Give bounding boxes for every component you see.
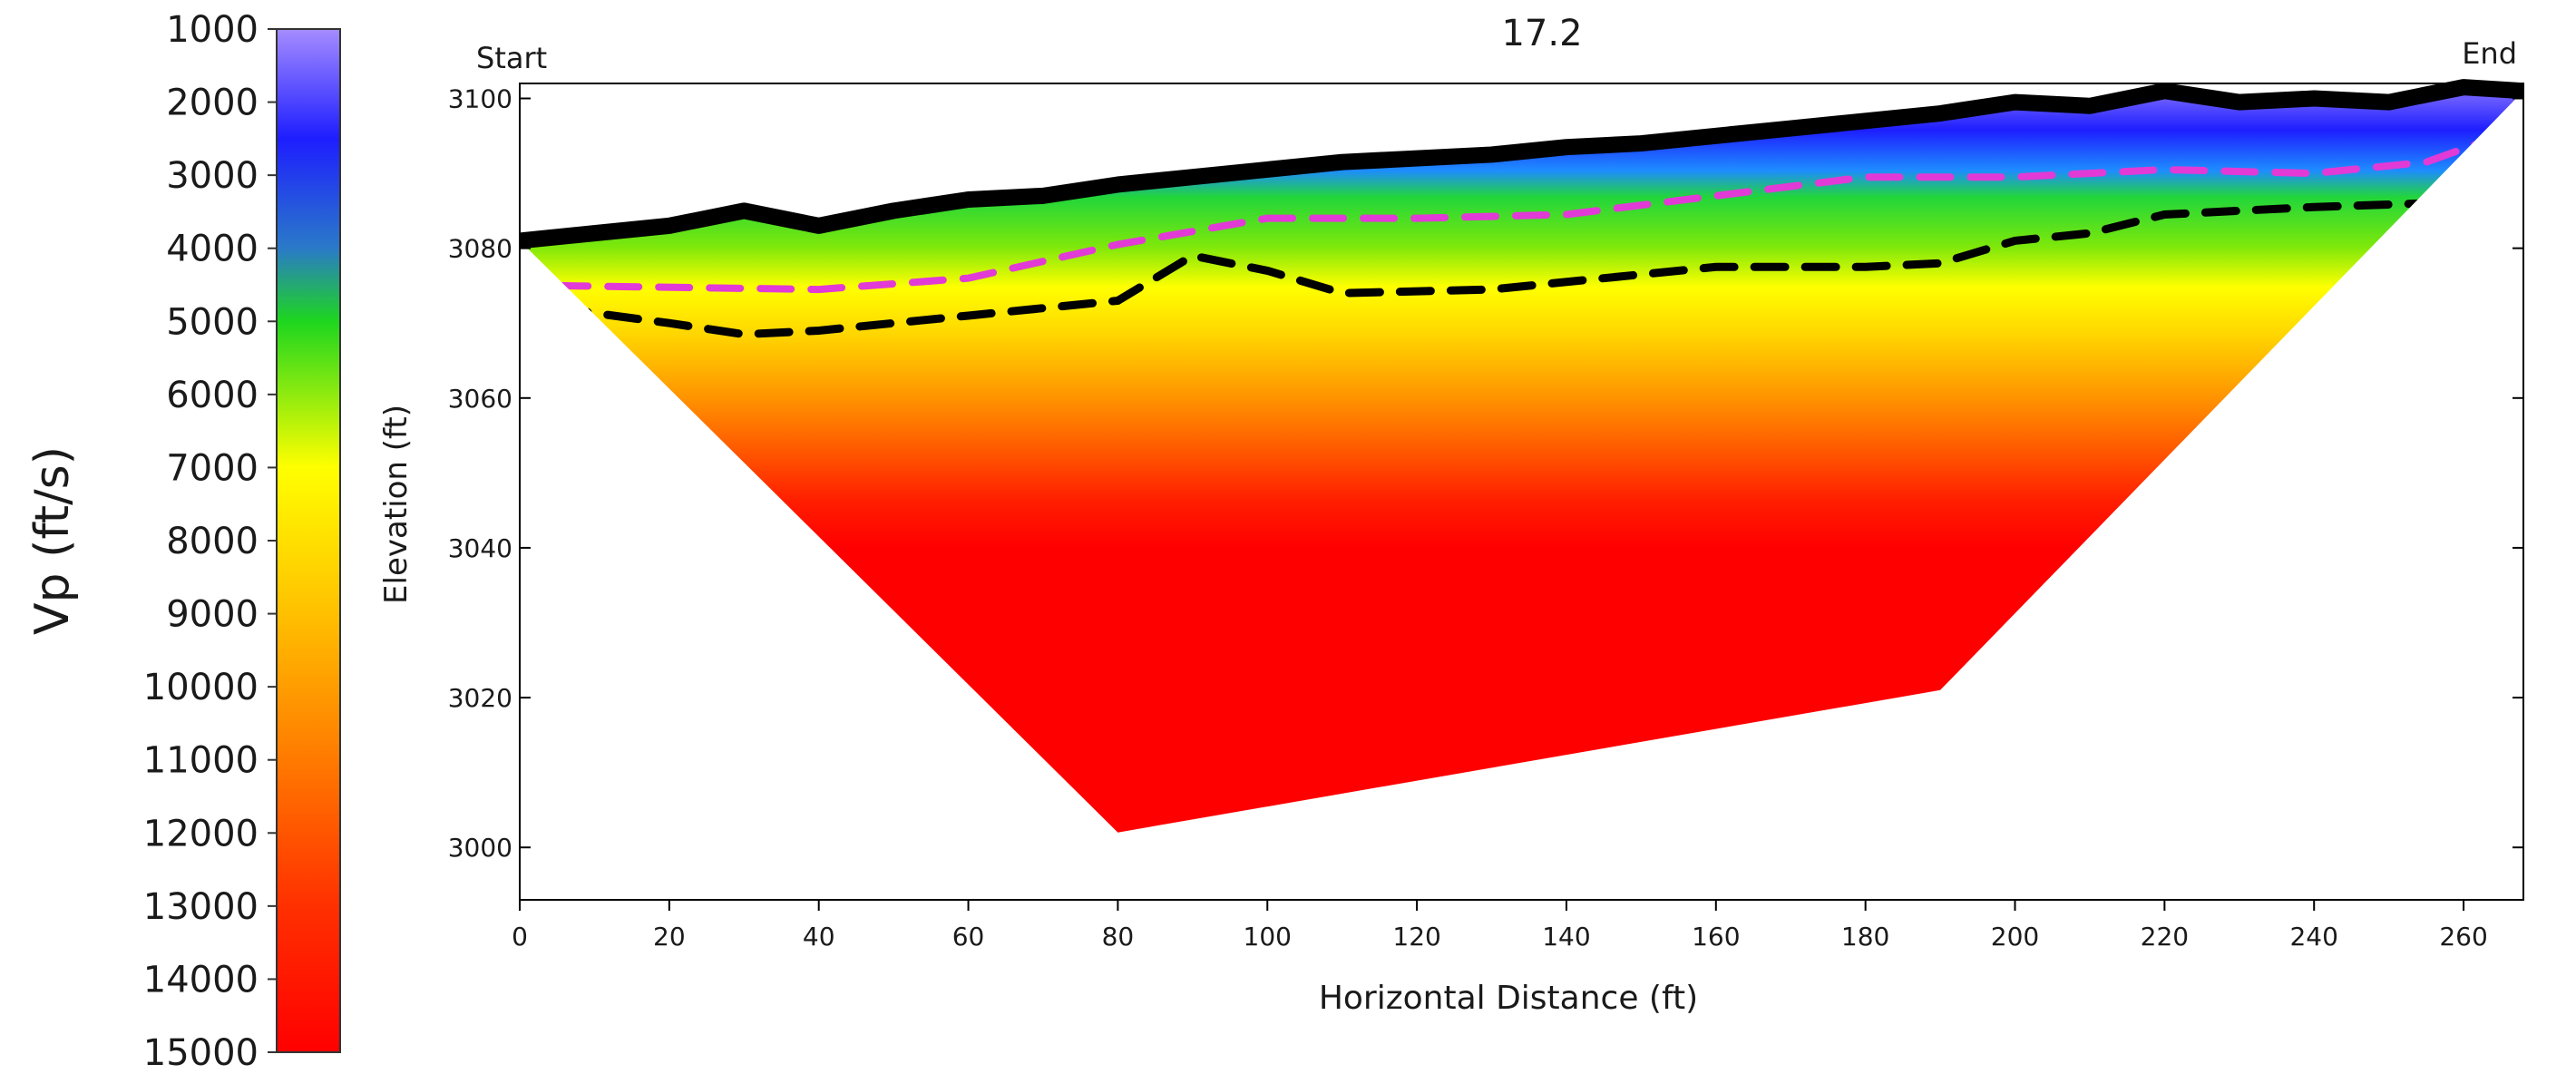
plot-frame (519, 83, 2524, 901)
y-tick-label: 3080 (448, 234, 512, 264)
boundary-line-black (552, 199, 2431, 339)
colorbar-tick-label: 8000 (166, 521, 259, 562)
x-tick-label: 140 (1542, 922, 1590, 952)
colorbar-tick-label: 13000 (143, 886, 259, 928)
colorbar-tick-label: 9000 (166, 594, 259, 636)
x-tick-label: 80 (1102, 922, 1135, 952)
x-tick-label: 40 (803, 922, 835, 952)
colorbar-tick-label: 1000 (166, 9, 259, 51)
colorbar-scale (276, 28, 341, 1053)
x-tick-label: 260 (2439, 922, 2487, 952)
x-tick-label: 200 (1991, 922, 2039, 952)
x-axis-ticks: 0 20 40 60 80 100 120 140 160 180 200 220 240 260 (512, 900, 2488, 952)
x-tick-label: 20 (653, 922, 686, 952)
y-axis-ticks-left: 3000 3020 3040 3060 3080 3100 (448, 84, 531, 863)
x-axis-label: Horizontal Distance (ft) (1319, 980, 1698, 1017)
x-tick-label: 100 (1244, 922, 1292, 952)
colorbar-tick-label: 10000 (143, 667, 259, 708)
y-tick-label: 3100 (448, 84, 512, 114)
velocity-section-plot: 17.2 Start End 0 20 40 60 80 100 120 140 160 180 2… (378, 13, 2524, 1017)
chart-title: 17.2 (1501, 13, 1582, 54)
colorbar-tick-label: 6000 (166, 375, 259, 416)
x-tick-label: 180 (1841, 922, 1889, 952)
colorbar-ticks: 1000 2000 3000 4000 5000 6000 7000 8000 9000 1000… (143, 9, 277, 1074)
y-axis-ticks-right (2513, 97, 2523, 849)
colorbar-label: Vp (ft/s) (25, 446, 80, 635)
y-tick-label: 3000 (448, 833, 512, 863)
boundary-line-magenta (553, 140, 2483, 294)
x-tick-label: 160 (1692, 922, 1740, 952)
x-tick-label: 120 (1392, 922, 1440, 952)
x-tick-label: 240 (2289, 922, 2337, 952)
colorbar-tick-label: 2000 (166, 83, 259, 124)
end-label: End (2462, 36, 2517, 71)
velocity-field (520, 87, 2523, 833)
colorbar-tick-label: 4000 (166, 229, 259, 270)
y-tick-label: 3060 (448, 384, 512, 414)
x-tick-label: 220 (2141, 922, 2189, 952)
x-tick-label: 0 (512, 922, 528, 952)
colorbar-tick-label: 12000 (143, 813, 259, 854)
colorbar-tick-label: 3000 (166, 155, 259, 197)
velocity-model (520, 87, 2523, 833)
colorbar-tick-label: 14000 (143, 959, 259, 1001)
colorbar-tick-label: 7000 (166, 447, 259, 489)
y-axis-label: Elevation (ft) (378, 405, 415, 604)
colorbar: 1000 2000 3000 4000 5000 6000 7000 8000 9000 1000… (25, 9, 341, 1074)
y-tick-label: 3040 (448, 533, 512, 563)
colorbar-tick-label: 5000 (166, 301, 259, 343)
x-tick-label: 60 (952, 922, 985, 952)
colorbar-tick-label: 15000 (143, 1032, 259, 1074)
ground-surface-line (519, 79, 2524, 249)
start-label: Start (476, 41, 547, 75)
colorbar-tick-label: 11000 (143, 740, 259, 782)
y-tick-label: 3020 (448, 683, 512, 713)
